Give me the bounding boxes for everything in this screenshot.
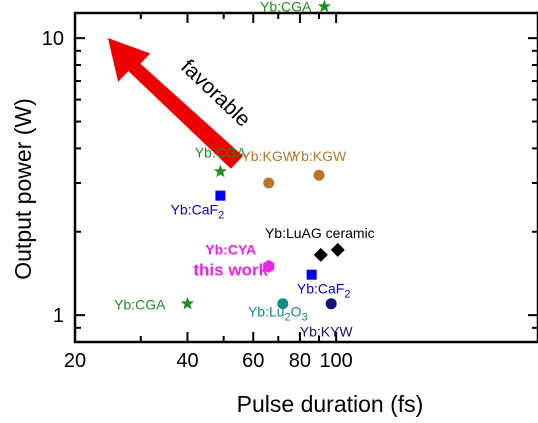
point-label: Yb:KGW (241, 148, 296, 164)
data-point-square (306, 269, 317, 280)
point-label-oxide: O (291, 304, 302, 320)
point-label-text: Yb:KYW (300, 324, 354, 340)
point-label-line2: this work (193, 260, 268, 279)
x-tick-label: 60 (242, 350, 264, 372)
point-label-subscript: 3 (302, 312, 308, 324)
data-point-circle (263, 177, 275, 189)
tick-marks (74, 13, 538, 343)
y-tick-label: 1 (53, 305, 64, 327)
x-axis-title: Pulse duration (fs) (237, 391, 424, 417)
point-label: Yb:CYA (205, 241, 256, 257)
favorable-arrow-shape (108, 38, 243, 169)
data-point-circle (277, 298, 289, 310)
point-label: Yb:CGA (114, 297, 166, 313)
point-label-text: Yb:CYA (205, 241, 256, 257)
x-tick-label: 80 (289, 350, 311, 372)
point-label: Yb:LuAG ceramic (265, 225, 375, 241)
point-label-text: Yb:CGA (114, 297, 166, 313)
data-point-star (213, 164, 227, 178)
point-label-text: Yb:CaF (171, 202, 218, 218)
point-label-subscript: 2 (285, 312, 291, 324)
point-label: Yb:CGA (260, 0, 312, 15)
x-tick-label: 40 (176, 350, 198, 372)
data-point-circle (325, 298, 337, 310)
data-point-hexagon (263, 259, 275, 273)
plot-frame (73, 11, 538, 344)
data-points: Yb:CGAYb:CGAYb:CGAYb:CaF2Yb:CaF2Yb:KGWYb… (114, 0, 375, 340)
data-point-star (317, 0, 331, 13)
point-label-text: Yb:Lu (248, 304, 285, 320)
data-point-diamond (330, 242, 345, 257)
tick-labels: 20 40 60 80 100 1 10 (42, 28, 353, 372)
point-label: Yb:Lu2O3 (248, 304, 308, 324)
data-point-circle (313, 169, 325, 181)
data-point-diamond (313, 247, 328, 262)
point-label-text: Yb:CGA (195, 145, 247, 161)
data-point-star (180, 296, 195, 310)
point-label: Yb:CGA (195, 145, 247, 161)
point-label-text: Yb:KGW (241, 148, 296, 164)
point-label: Yb:CaF2 (297, 281, 351, 301)
point-label: Yb:CaF2 (171, 202, 225, 222)
y-axis-title: Output power (W) (10, 98, 36, 280)
y-tick-label: 10 (42, 28, 64, 50)
point-label: Yb:KGW (292, 148, 347, 164)
point-label: Yb:KYW (300, 324, 354, 340)
point-label-text: Yb:CGA (260, 0, 312, 15)
x-tick-label: 20 (64, 350, 86, 372)
point-label-subscript: 2 (218, 210, 224, 222)
point-label-subscript: 2 (344, 289, 350, 301)
data-point-square (215, 190, 226, 201)
point-label-text: Yb:CaF (297, 281, 344, 297)
point-label-text: Yb:KGW (292, 148, 347, 164)
x-tick-label: 100 (319, 350, 352, 372)
point-label-text: Yb:LuAG ceramic (265, 225, 375, 241)
